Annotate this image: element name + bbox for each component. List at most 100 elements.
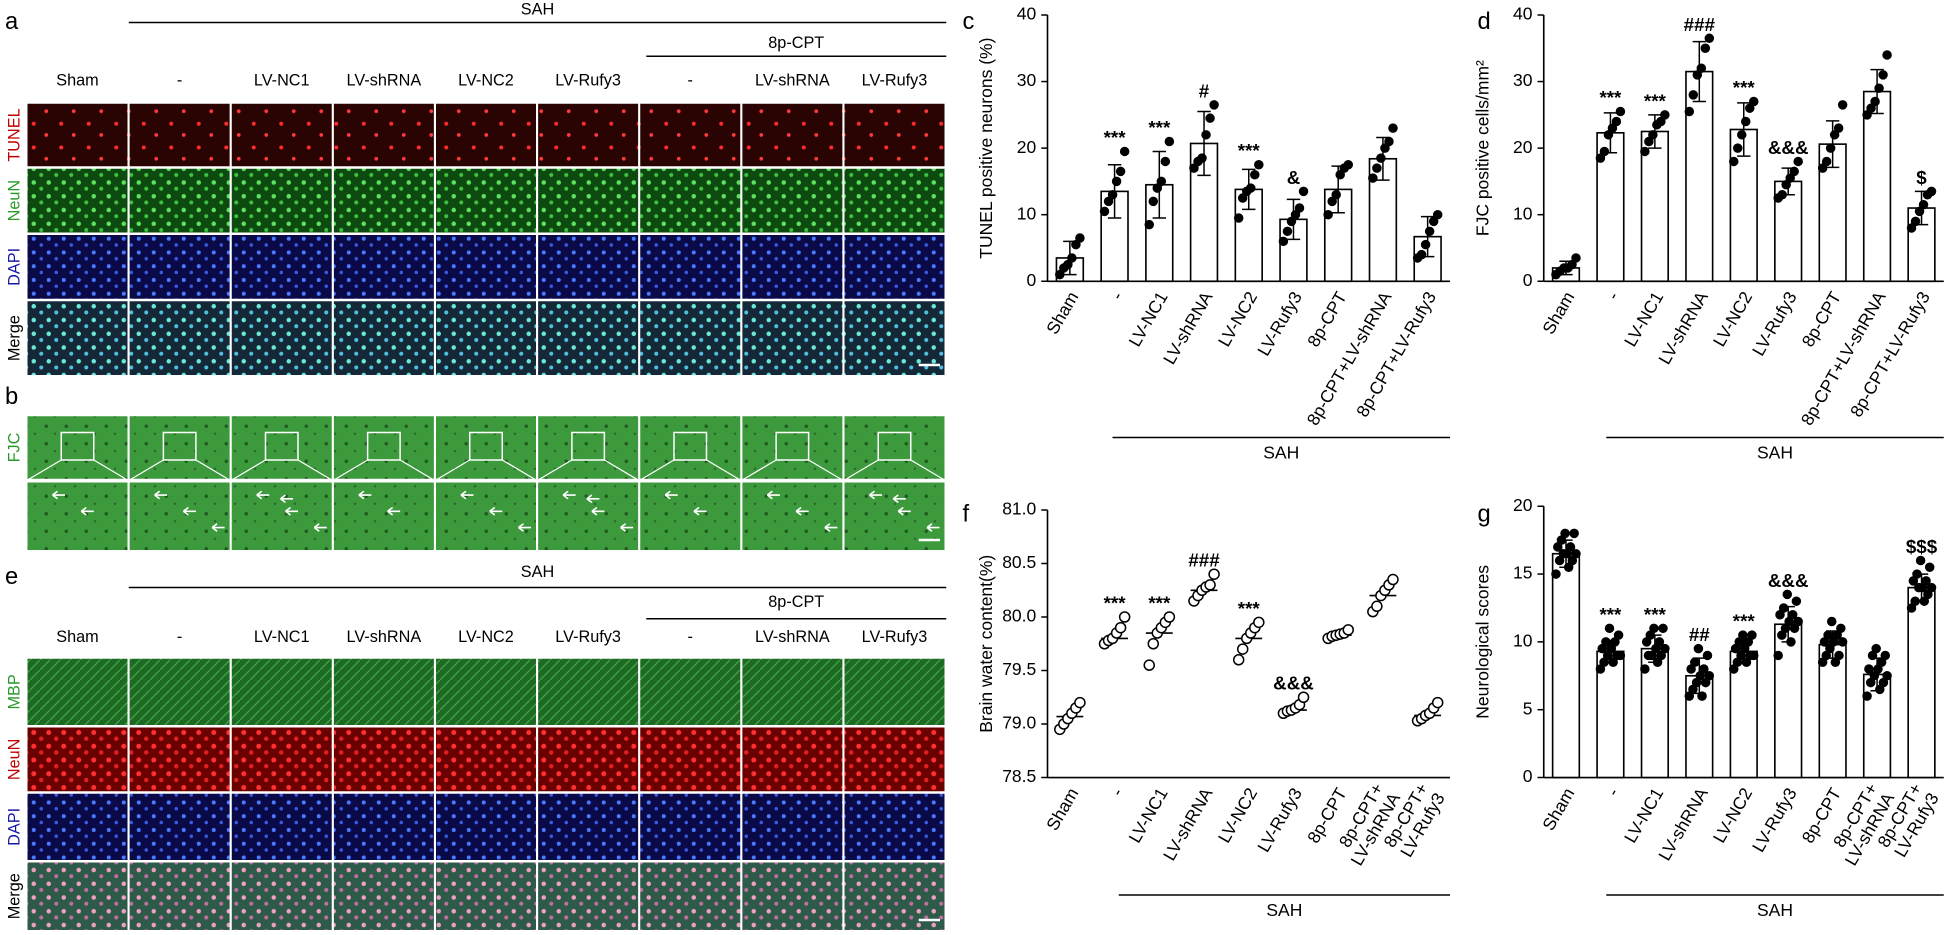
data-point: [1246, 183, 1256, 193]
data-point: [1871, 643, 1881, 654]
inset-box: [571, 431, 606, 461]
data-point: [1615, 650, 1626, 661]
micrograph: [129, 727, 230, 792]
panel-letter: f: [963, 500, 970, 527]
data-point: [1067, 253, 1077, 263]
data-point: [1071, 239, 1081, 250]
data-point: [1204, 579, 1216, 591]
data-point: [1793, 156, 1803, 167]
data-point: [1286, 216, 1297, 227]
significance-label: ***: [1644, 604, 1667, 625]
significance-label: ***: [1238, 140, 1261, 161]
x-tick-label: LV-Rufy3: [1253, 784, 1306, 855]
x-tick-label: 8p-CPT: [1798, 288, 1846, 350]
micrograph: [333, 168, 434, 233]
micrograph: [640, 235, 741, 299]
data-point: [1690, 657, 1700, 667]
x-tick-label: Sham: [1538, 288, 1578, 338]
micrograph: [844, 793, 945, 860]
y-tick-label: 10: [1513, 631, 1533, 651]
significance-label: $$$: [1906, 536, 1938, 557]
data-point: [1826, 616, 1837, 627]
column-label: -: [177, 72, 182, 90]
data-point: [1148, 196, 1159, 207]
subgroup-label: 8p-CPT: [768, 34, 824, 52]
x-tick-label: Sham: [1538, 784, 1578, 834]
data-point: [1055, 269, 1065, 280]
group-label: SAH: [1266, 900, 1302, 920]
micrograph: [436, 416, 536, 479]
panel-letter: a: [5, 8, 19, 35]
micrograph: [742, 793, 843, 860]
data-point: [1205, 113, 1215, 123]
data-point: [1793, 616, 1803, 627]
micrograph: [129, 168, 230, 233]
data-point: [1189, 163, 1199, 173]
data-point: [1918, 199, 1929, 210]
data-point: [1656, 116, 1666, 127]
data-point: [1836, 623, 1846, 634]
data-point: [1870, 96, 1880, 107]
inset-guide: [93, 459, 128, 481]
data-point: [1749, 650, 1759, 661]
micrograph: [538, 301, 639, 375]
data-point: [1571, 548, 1581, 559]
y-tick-label: 30: [1017, 70, 1037, 90]
data-point: [1119, 146, 1130, 157]
row-label: Merge: [5, 315, 23, 361]
data-point: [1696, 63, 1707, 73]
data-point: [1882, 50, 1892, 60]
group-label: SAH: [521, 0, 554, 18]
arrow: [869, 490, 882, 500]
inset-box: [366, 431, 401, 461]
row-label: NeuN: [5, 739, 23, 781]
data-point: [1702, 650, 1713, 661]
micrograph: [333, 862, 434, 930]
inset-box: [877, 431, 912, 461]
data-point: [1613, 630, 1624, 640]
data-point: [1567, 259, 1577, 270]
group-label: SAH: [1757, 442, 1793, 462]
x-tick-label: LV-Rufy3: [1748, 784, 1801, 855]
data-point: [1380, 143, 1390, 153]
data-point: [1237, 193, 1248, 203]
micrograph: [844, 416, 945, 479]
micrograph: [538, 862, 639, 930]
x-tick-label: LV-NC1: [1124, 784, 1171, 846]
data-point: [1786, 637, 1796, 647]
data-point: [1781, 179, 1791, 190]
micrograph: [27, 793, 128, 860]
inset-guide: [742, 459, 777, 481]
significance-label: ***: [1733, 77, 1756, 98]
data-point: [1866, 103, 1876, 113]
micrograph: [129, 103, 230, 167]
data-point: [1745, 103, 1755, 113]
data-point: [1660, 643, 1670, 654]
micrograph: [27, 416, 128, 479]
inset-guide: [399, 459, 435, 481]
y-tick-label: 80.0: [1002, 606, 1036, 626]
data-point: [1144, 219, 1154, 230]
micrograph: [538, 235, 639, 299]
data-point: [1107, 189, 1118, 200]
micrograph: [231, 862, 332, 930]
data-point: [1693, 643, 1704, 654]
data-point: [1912, 569, 1922, 579]
data-point: [1823, 630, 1833, 640]
column-label: LV-NC1: [254, 72, 310, 90]
arrow: [586, 494, 600, 504]
micrograph: [436, 658, 536, 725]
significance-label: ##: [1689, 624, 1710, 645]
data-point: [1163, 611, 1176, 623]
y-tick-label: 15: [1513, 563, 1532, 583]
data-point: [1834, 650, 1844, 661]
data-point: [1611, 116, 1622, 127]
y-tick-label: 79.0: [1002, 713, 1036, 733]
micrograph: [742, 727, 843, 792]
data-point: [1254, 160, 1264, 170]
data-point: [1741, 116, 1751, 127]
data-point: [1640, 146, 1650, 157]
data-point: [1201, 130, 1211, 140]
micrograph: [333, 235, 434, 299]
data-point: [1599, 146, 1610, 157]
